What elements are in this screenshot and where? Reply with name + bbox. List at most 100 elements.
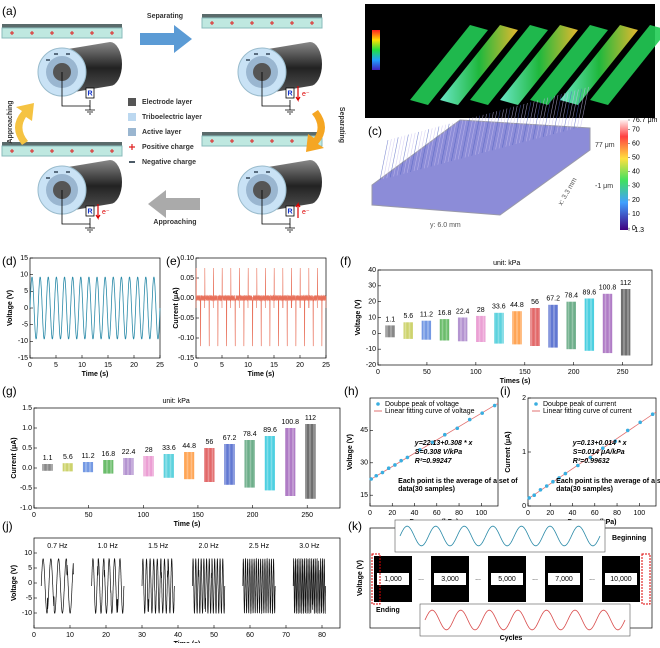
x-tick-label: 200 — [568, 369, 580, 376]
plus-mark — [210, 21, 214, 25]
surface-texture — [440, 123, 450, 164]
arrow-separating — [140, 25, 192, 53]
legend-label: Positive charge — [142, 144, 194, 151]
surface-texture — [553, 94, 562, 135]
x-tick-label: 80 — [613, 510, 621, 517]
y-tick-label: 0.10 — [180, 255, 194, 262]
x-tick-label: 100 — [633, 510, 645, 517]
plus-mark — [290, 21, 294, 25]
x-tick-label: 0 — [368, 510, 372, 517]
x-tick-label: 50 — [210, 632, 218, 639]
step-label: Separating — [338, 107, 345, 143]
resistor — [285, 87, 295, 99]
legend-label: Triboelectric layer — [142, 114, 202, 121]
plus-mark — [10, 149, 14, 153]
surface-texture — [580, 86, 589, 127]
signal-block — [457, 317, 468, 342]
signal-block — [566, 301, 576, 350]
data-point — [380, 470, 385, 475]
pressure-label: 1.1 — [385, 316, 395, 323]
data-point — [405, 455, 410, 460]
x-tick-label: 10 — [244, 362, 252, 369]
x-tick-label: 250 — [301, 512, 313, 519]
x-tick-label: 40 — [569, 510, 577, 517]
y-tick-label: 5 — [24, 288, 28, 295]
signal-block — [244, 440, 255, 488]
pressure-label: 112 — [305, 415, 316, 422]
signal-block — [42, 464, 53, 471]
plus-mark — [230, 139, 234, 143]
arrow-approaching — [148, 190, 200, 218]
plus-mark — [270, 21, 274, 25]
signal-block — [224, 444, 235, 485]
cycle-label-bg — [377, 573, 409, 585]
plus-mark — [230, 21, 234, 25]
panel-label: (d) — [2, 254, 17, 268]
cycle-label-bg — [491, 573, 523, 585]
surface-texture — [498, 108, 508, 149]
y-tick-label: 5 — [28, 565, 32, 572]
x-tick-label: 70 — [282, 632, 290, 639]
data-point — [538, 488, 543, 492]
equation: R²=0.99632 — [573, 458, 610, 465]
surface-ridge — [440, 25, 518, 105]
signal-block — [62, 463, 73, 472]
pressure-label: 78.4 — [243, 431, 257, 438]
panel-label: (a) — [2, 4, 17, 18]
cycle-label: 10,000 — [610, 576, 632, 583]
data-point — [386, 466, 391, 471]
surface-texture — [461, 118, 470, 159]
surface-texture — [542, 96, 552, 137]
e-arrow — [295, 86, 301, 102]
plot-frame — [33, 407, 341, 509]
x-tick-label: 10 — [66, 632, 74, 639]
pressure-label: 56 — [206, 439, 214, 446]
top-electrode — [2, 24, 122, 28]
signal-block — [403, 322, 413, 339]
legend-swatch — [128, 98, 136, 106]
data-point — [442, 432, 447, 437]
legend-label: Doubpe peak of voltage — [385, 401, 459, 408]
surface-slab — [371, 119, 591, 216]
data-point — [399, 458, 403, 463]
waveform — [195, 267, 327, 347]
x-tick-label: 15 — [104, 362, 112, 369]
pressure-label: 33.6 — [492, 304, 506, 311]
plus-mark — [50, 149, 54, 153]
signal-block — [476, 315, 486, 342]
surface-texture — [423, 128, 433, 169]
surface-texture — [468, 116, 477, 157]
pressure-label: 22.4 — [122, 449, 136, 456]
cycle-label-bg — [548, 573, 580, 585]
surface-texture — [491, 110, 501, 151]
y-tick-label: 0 — [24, 305, 28, 312]
x-tick-label: 20 — [130, 362, 138, 369]
step-label: Approaching — [153, 219, 196, 226]
surface-texture — [566, 90, 576, 131]
pressure-label: 16.8 — [438, 310, 452, 317]
signal-block — [385, 325, 395, 338]
signal-block — [548, 304, 558, 348]
resistor-label: R — [288, 90, 293, 97]
surface-texture — [505, 106, 515, 147]
plus-mark — [210, 139, 214, 143]
colorbar-tick-label: -1.3 — [632, 227, 644, 234]
x-tick-label: 10 — [78, 362, 86, 369]
signal-block — [264, 436, 275, 491]
y-tick-label: -10 — [18, 338, 28, 345]
surface-texture — [434, 125, 443, 166]
y-tick-label: 0.5 — [22, 445, 32, 452]
waveform — [292, 558, 326, 614]
surface-texture — [410, 131, 419, 172]
unit-label: unit: kPa — [493, 260, 520, 267]
note: Each point is the average of a set of — [398, 478, 518, 485]
frequency-label: 3.0 Hz — [299, 543, 320, 550]
surface-ridge — [410, 25, 488, 105]
waveform — [192, 558, 226, 614]
x-axis-label: Time (s) — [174, 521, 201, 528]
plus-mark — [250, 21, 254, 25]
surface-texture — [413, 130, 423, 172]
fit-line — [527, 411, 657, 500]
x-axis-label: Time (s) — [82, 371, 109, 378]
